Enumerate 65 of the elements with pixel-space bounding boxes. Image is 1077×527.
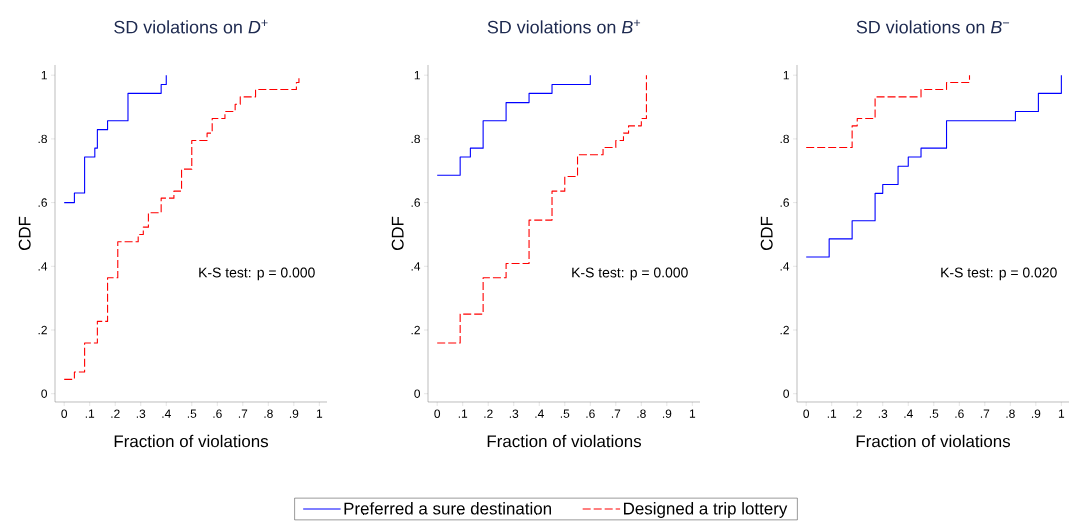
- chart-title: SD violations on B$^{+}$: [487, 19, 641, 34]
- x-tick-label: .4: [904, 409, 913, 418]
- x-tick-label: .7: [980, 409, 990, 418]
- x-tick-label: .9: [662, 409, 672, 418]
- y-tick-label: .6: [411, 198, 420, 207]
- y-tick-label: 0: [414, 389, 421, 398]
- annotation: K-S test: p = 0.000: [572, 267, 688, 281]
- x-tick-label: .3: [878, 409, 888, 418]
- x-tick-label: .2: [111, 409, 120, 418]
- legend-label: Preferred a sure destination: [344, 502, 551, 515]
- y-tick-label: .8: [38, 134, 47, 144]
- y-tick-label: .8: [780, 134, 789, 144]
- x-tick-label: .8: [264, 409, 273, 418]
- y-tick-label: 1: [414, 71, 420, 80]
- x-axis-title: Fraction of violations: [856, 434, 1011, 448]
- x-tick-label: .5: [187, 409, 197, 418]
- y-tick-label: .2: [780, 325, 789, 335]
- x-tick-label: .3: [136, 409, 146, 418]
- chart-title: SD violations on B$^{−}$: [856, 20, 1010, 34]
- x-tick-label: 1: [1058, 409, 1065, 418]
- y-axis-title: CDF: [391, 216, 404, 251]
- x-tick-label: .3: [509, 409, 519, 418]
- y-tick-label: .2: [411, 325, 420, 335]
- x-tick-label: .7: [238, 409, 248, 418]
- x-tick-label: .9: [1031, 409, 1041, 418]
- x-tick-label: .4: [535, 409, 544, 418]
- y-tick-label: .2: [38, 325, 47, 335]
- x-tick-label: .1: [827, 409, 837, 418]
- x-tick-label: .5: [560, 409, 570, 418]
- x-axis-title: Fraction of violations: [487, 434, 642, 448]
- y-tick-label: 0: [783, 389, 790, 398]
- x-tick-label: .7: [611, 409, 621, 418]
- y-tick-label: 1: [783, 71, 789, 80]
- x-tick-label: 0: [803, 409, 810, 418]
- x-tick-label: .2: [484, 409, 493, 418]
- y-tick-label: .6: [780, 198, 789, 207]
- y-tick-label: 1: [41, 71, 47, 80]
- y-tick-label: .4: [780, 262, 790, 271]
- chart-title: SD violations on D$^{+}$: [114, 19, 268, 34]
- y-axis-title: CDF: [760, 216, 773, 251]
- y-tick-label: .6: [38, 198, 47, 207]
- x-tick-label: .1: [85, 409, 95, 418]
- annotation: K-S test: p = 0.020: [941, 267, 1057, 281]
- x-tick-label: .4: [162, 409, 171, 418]
- x-tick-label: .8: [637, 409, 646, 418]
- x-tick-label: .5: [929, 409, 939, 418]
- x-tick-label: .8: [1006, 409, 1015, 418]
- x-tick-label: .1: [458, 409, 468, 418]
- y-tick-label: .4: [38, 262, 48, 271]
- x-tick-label: .2: [853, 409, 862, 418]
- x-tick-label: 0: [434, 409, 441, 418]
- x-tick-label: 1: [689, 409, 696, 418]
- x-axis-title: Fraction of violations: [114, 434, 269, 448]
- y-tick-label: 0: [41, 389, 48, 398]
- y-tick-label: .8: [411, 134, 420, 144]
- x-tick-label: .6: [213, 409, 222, 418]
- legend-label: Designed a trip lottery: [624, 502, 788, 518]
- y-axis-title: CDF: [18, 216, 31, 251]
- x-tick-label: .6: [586, 409, 595, 418]
- x-tick-label: .9: [289, 409, 299, 418]
- y-tick-label: .4: [411, 262, 421, 271]
- x-tick-label: 1: [316, 409, 323, 418]
- x-tick-label: 0: [61, 409, 68, 418]
- annotation: K-S test: p = 0.000: [199, 267, 315, 281]
- x-tick-label: .6: [955, 409, 964, 418]
